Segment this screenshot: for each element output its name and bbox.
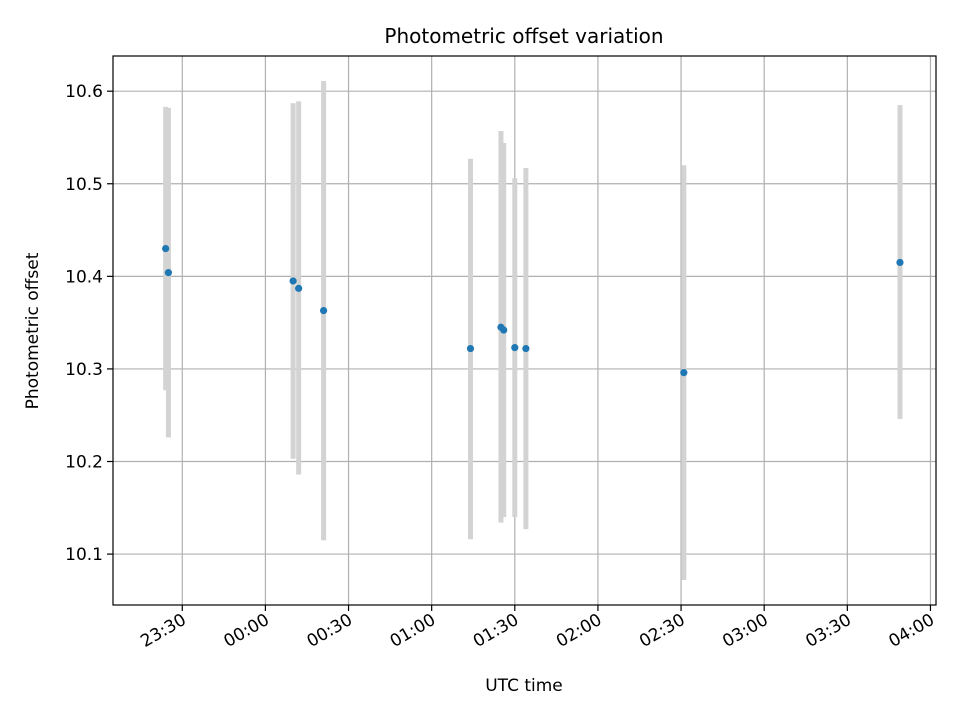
data-point [295,284,303,292]
y-axis-ticks: 10.1 10.2 10.3 10.4 10.5 10.6 [65,82,113,565]
chart-title: Photometric offset variation [384,24,663,48]
data-point [511,344,519,352]
y-tick-label: 10.6 [65,82,103,102]
data-point [164,269,173,277]
x-axis-title: UTC time [485,676,563,696]
y-tick-label: 10.3 [65,360,103,380]
y-tick-label: 10.2 [65,453,103,473]
plot-frame [112,55,937,606]
y-tick-label: 10.1 [65,545,103,565]
y-axis-title: Photometric offset [23,252,43,409]
y-tick-label: 10.4 [65,267,103,287]
y-tick-label: 10.5 [65,175,103,195]
data-point [162,244,170,253]
data-point [522,344,530,353]
data-points [162,244,904,377]
data-point [500,326,508,334]
data-point [289,277,297,285]
data-point [466,344,475,353]
data-point [896,258,904,267]
data-point [319,306,328,315]
data-point [680,369,688,377]
